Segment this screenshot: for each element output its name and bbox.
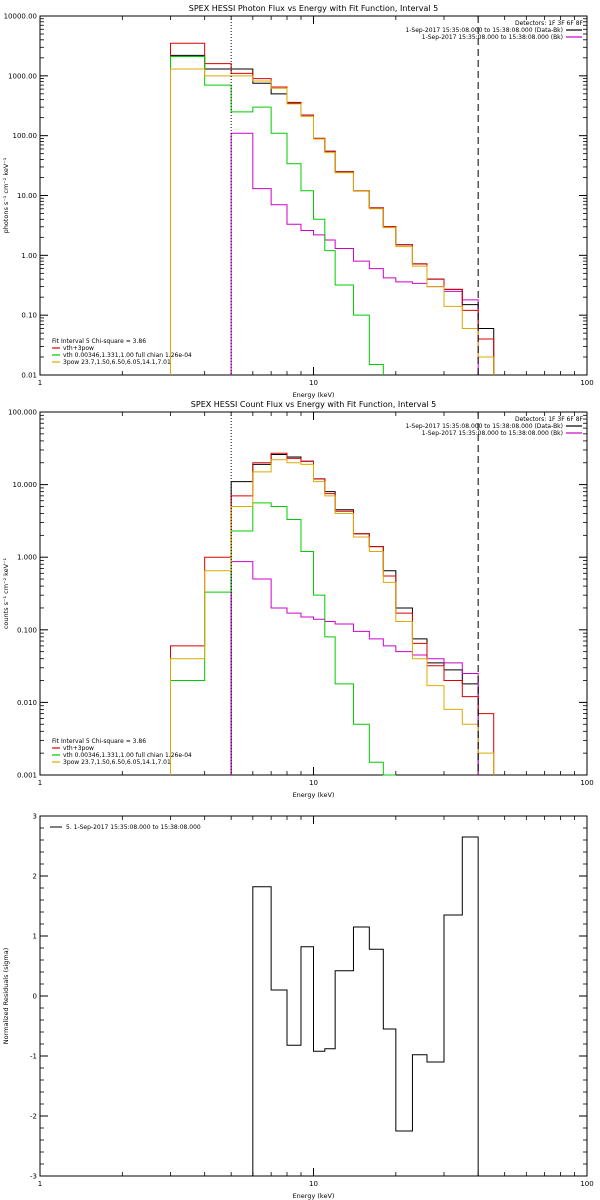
legend-entry: 5. 1-Sep-2017 15:35:08.000 to 15:38:08.0… [66, 824, 201, 831]
y-tick-label: -3 [30, 1173, 37, 1181]
y-tick-label: 0.10 [21, 312, 37, 320]
legend-entry: Detectors: 1F 3F 6F 8F [515, 20, 584, 27]
legend-entry: vth+3pow [63, 745, 94, 752]
legend-entry: Fit Interval 5 Chi-square = 3.86 [52, 738, 146, 745]
photon-flux-chart: SPEX HESSI Photon Flux vs Energy with Fi… [2, 4, 594, 399]
legend-entry: Fit Interval 5 Chi-square = 3.86 [52, 338, 146, 345]
y-tick-label: -2 [30, 1113, 37, 1121]
y-tick-label: 10.000 [13, 481, 38, 489]
y-tick-label: 10000.00 [4, 13, 37, 21]
y-tick-label: 1.000 [17, 554, 37, 562]
series-0-line [169, 54, 495, 375]
series-1-line [230, 561, 479, 775]
x-tick-label: 10 [309, 1180, 318, 1188]
y-tick-label: 100.00 [13, 132, 38, 140]
y-tick-label: 3 [33, 813, 37, 821]
y-tick-label: 0.01 [21, 372, 37, 380]
y-axis-label: Normalized Residuals (sigma) [2, 948, 10, 1045]
legend-entry: 1-Sep-2017 15:35:08.000 to 15:38:08.000 … [422, 430, 563, 437]
y-tick-label: 0.010 [17, 699, 37, 707]
x-tick-label: 1 [38, 779, 42, 787]
x-tick-label: 100 [580, 779, 593, 787]
residuals-chart: Energy (keV) Normalized Residuals (sigma)… [2, 813, 594, 1200]
legend-entry: vth 0.00346,1.331,1.00 full chian 1.26e-… [63, 752, 192, 759]
x-axis-label: Energy (keV) [293, 791, 335, 799]
x-tick-label: 100 [580, 1180, 593, 1188]
y-tick-label: 0.001 [17, 772, 37, 780]
series-4-line [169, 68, 495, 375]
y-tick-label: 1000.00 [8, 72, 37, 80]
x-tick-label: 1 [38, 1180, 42, 1188]
legend-entry: vth+3pow [63, 345, 94, 352]
y-axis-label: counts s⁻¹ cm⁻² keV⁻¹ [2, 557, 10, 629]
x-axis-label: Energy (keV) [293, 1192, 335, 1200]
legend-entry: 3pow 23.7,1.50,6.50,6.05,14.1,7.01 [63, 359, 171, 366]
series-4-line [169, 459, 495, 775]
series-2-line [169, 42, 495, 375]
legend-entry: 3pow 23.7,1.50,6.50,6.05,14.1,7.01 [63, 759, 171, 766]
count-flux-chart: SPEX HESSI Count Flux vs Energy with Fit… [2, 400, 594, 799]
y-tick-label: -1 [30, 1053, 37, 1061]
series-1-line [230, 132, 479, 375]
legend-entry: vth 0.00346,1.331,1.00 full chian 1.26e-… [63, 352, 192, 359]
series-0-line [231, 836, 479, 1177]
series-3-line [169, 56, 384, 375]
y-axis-label: photons s⁻¹ cm⁻² keV⁻¹ [2, 157, 10, 233]
x-tick-label: 10 [309, 779, 318, 787]
y-tick-label: 100.000 [8, 409, 37, 417]
x-tick-label: 100 [580, 379, 593, 387]
legend-entry: 1-Sep-2017 15:35:08.000 to 15:38:08.000 … [422, 34, 563, 41]
x-axis-label: Energy (keV) [293, 391, 335, 399]
series-2-line [169, 452, 495, 775]
y-tick-label: 2 [33, 873, 37, 881]
chart-title: SPEX HESSI Photon Flux vs Energy with Fi… [189, 4, 439, 13]
x-tick-label: 1 [38, 379, 42, 387]
legend-entry: 1-Sep-2017 15:35:08.000 to 15:38:08.000 … [405, 423, 563, 430]
legend-entry: 1-Sep-2017 15:35:08.000 to 15:38:08.000 … [405, 27, 563, 34]
x-tick-label: 10 [309, 379, 318, 387]
chart-title: SPEX HESSI Count Flux vs Energy with Fit… [191, 400, 436, 409]
legend-entry: Detectors: 1F 3F 6F 8F [515, 416, 584, 423]
y-tick-label: 1 [33, 933, 37, 941]
y-tick-label: 1.00 [21, 252, 37, 260]
y-tick-label: 0.100 [17, 626, 37, 634]
y-tick-label: 10.00 [17, 192, 37, 200]
y-tick-label: 0 [33, 993, 37, 1001]
